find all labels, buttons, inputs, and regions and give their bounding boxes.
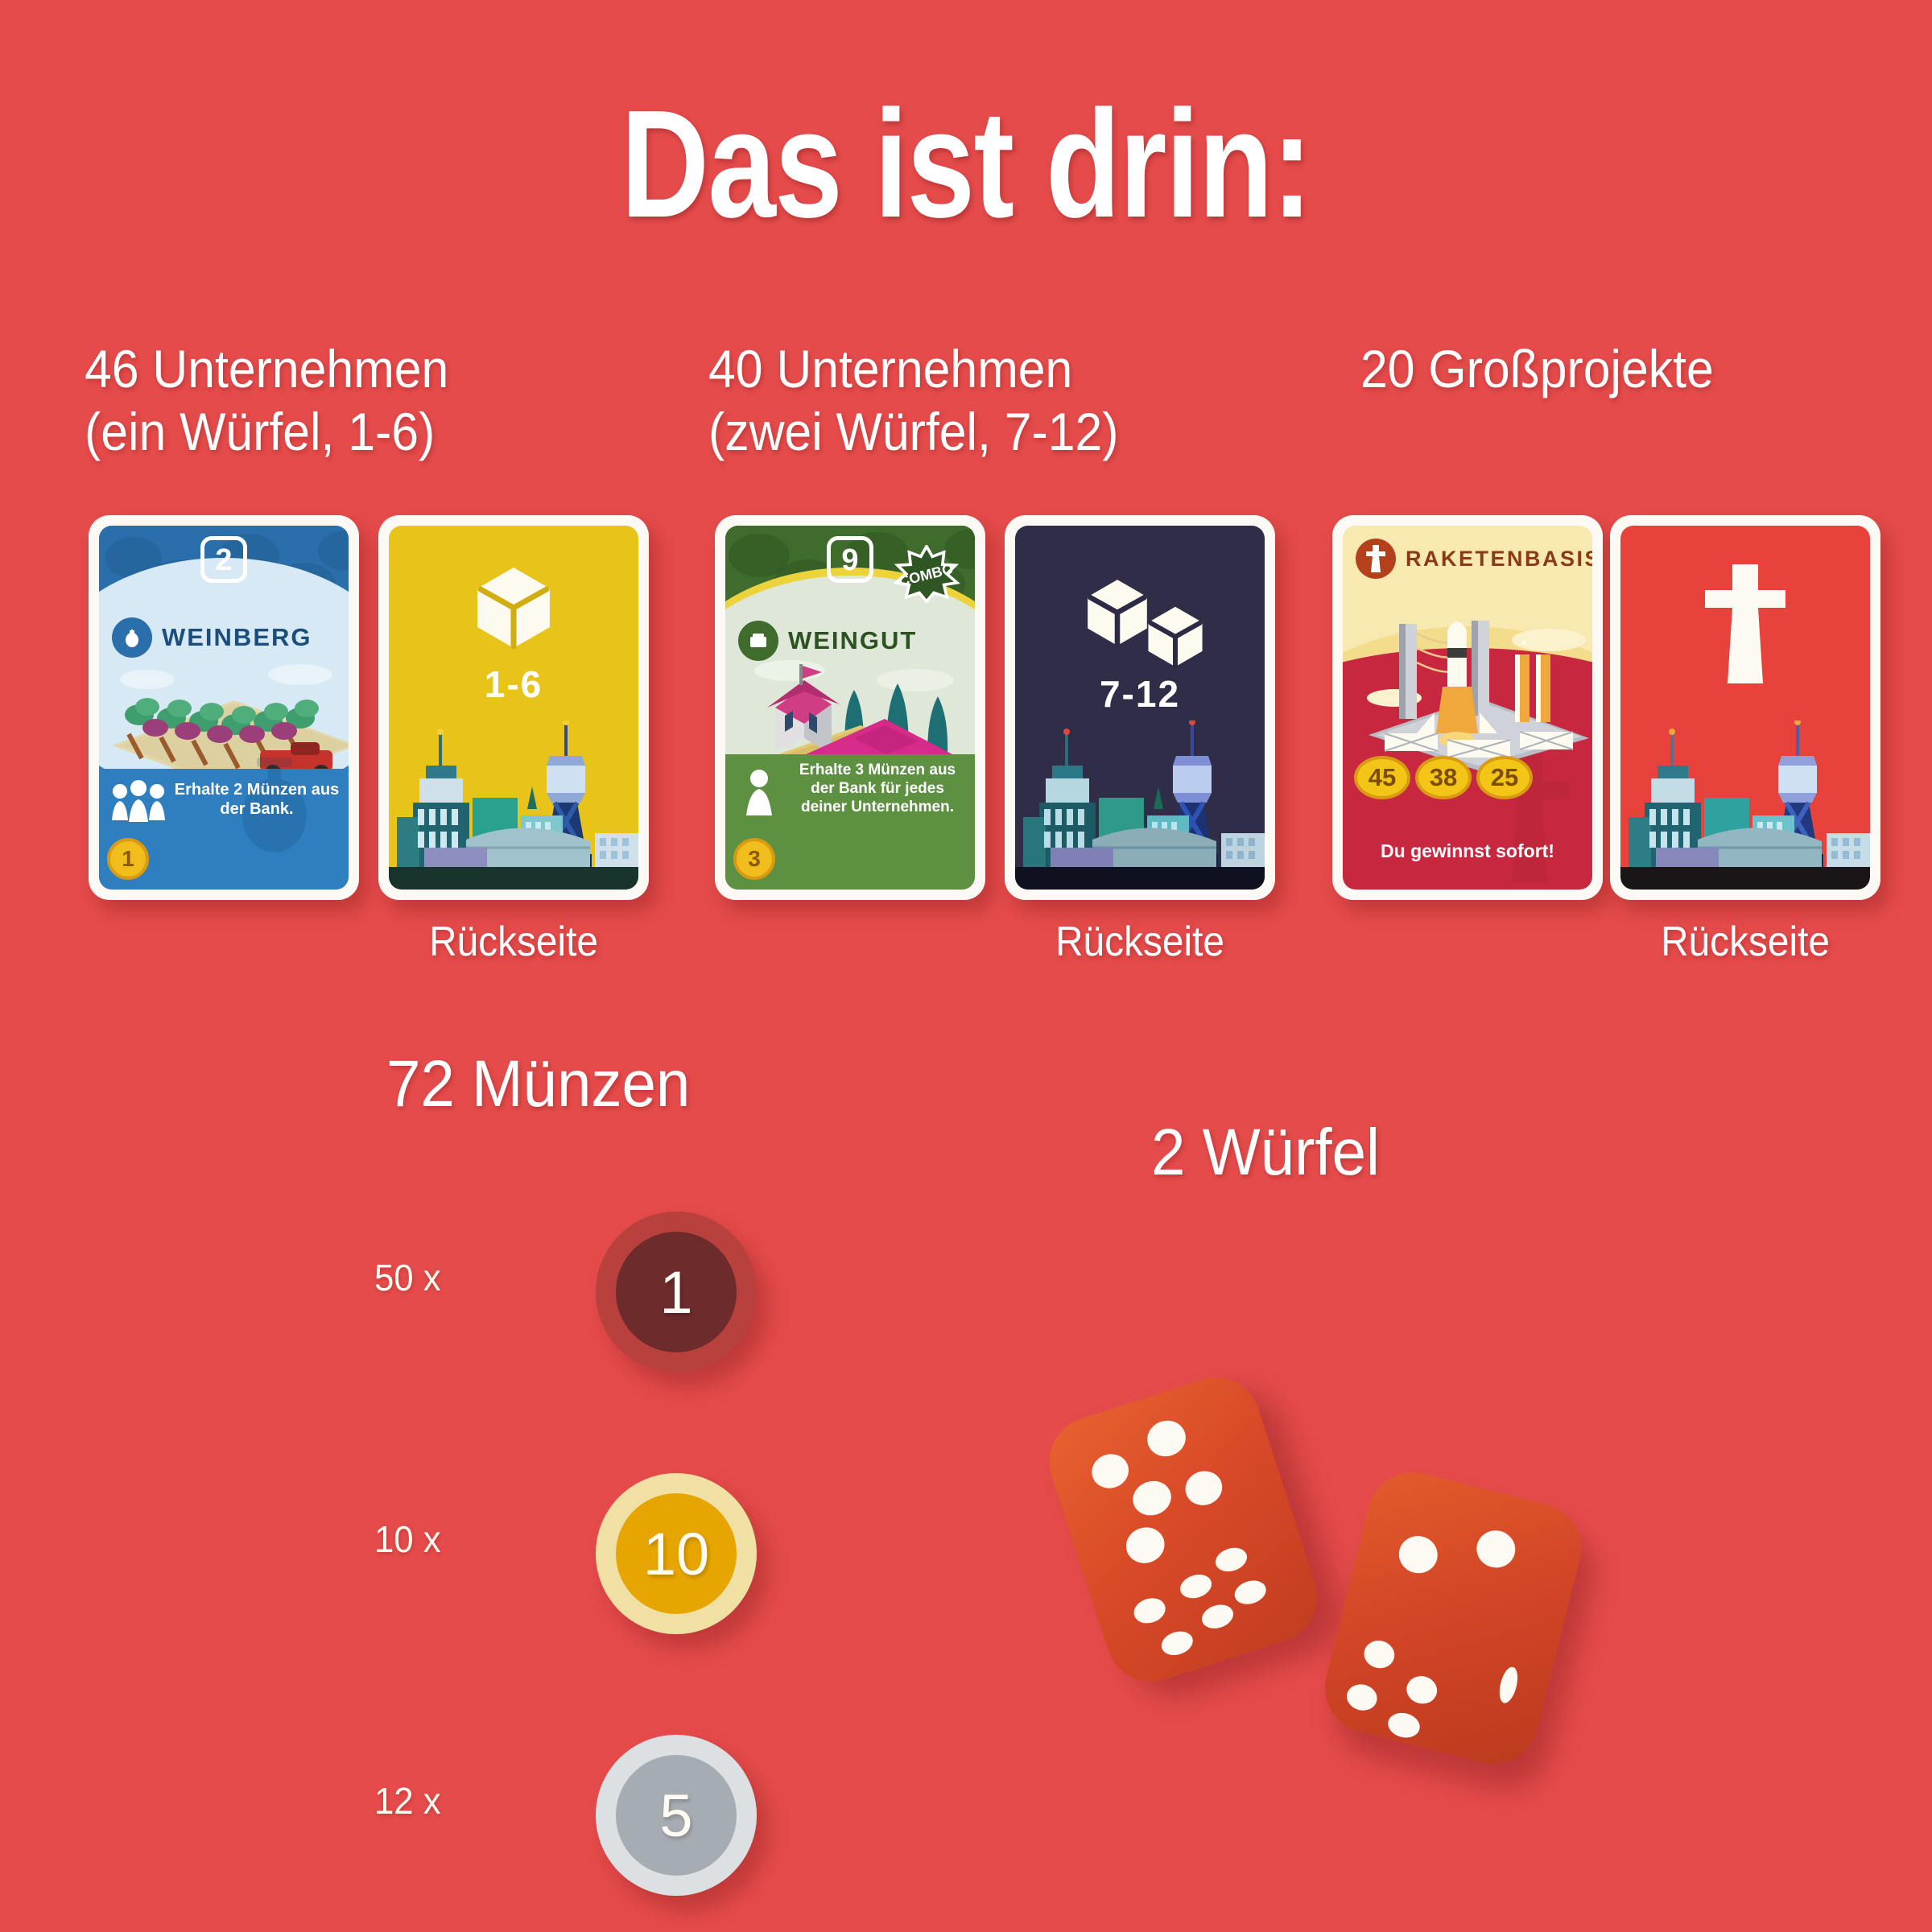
card-weingut[interactable]: 9 COMBO WEINGUT — [715, 515, 985, 900]
combo-badge: COMBO — [890, 543, 964, 605]
column-heading-2: 40 Unternehmen (zwei Würfel, 7-12) — [708, 338, 1118, 464]
factory-icon — [738, 621, 778, 661]
coin-1: 1 — [596, 1212, 757, 1373]
tower-icon — [1356, 539, 1396, 579]
three-meeples-icon — [112, 780, 165, 822]
card-weingut-description: Erhalte 3 Münzen aus der Bank für jedes … — [799, 762, 956, 816]
card-weinberg-description: Erhalte 2 Münzen aus der Bank. — [174, 781, 340, 819]
column-heading-1: 46 Unternehmen (ein Würfel, 1-6) — [85, 338, 448, 464]
die-1 — [1038, 1365, 1329, 1694]
skyline-graphic — [1015, 719, 1265, 890]
die-2 — [1315, 1463, 1591, 1773]
card-back-grossprojekt-face — [1620, 526, 1870, 890]
card-back-7-12[interactable]: 7-12 — [1005, 515, 1275, 900]
page-title: Das ist drin: — [621, 79, 1312, 250]
card-raketenbasis-header: RAKETENBASIS — [1356, 539, 1592, 579]
skyline-graphic — [1620, 719, 1870, 890]
card-weingut-face: 9 COMBO WEINGUT — [725, 526, 975, 890]
coin-10-value: 10 — [642, 1520, 710, 1587]
card-raketenbasis-name: RAKETENBASIS — [1406, 546, 1592, 571]
dice-section-title: 2 Würfel — [1151, 1116, 1380, 1189]
column-heading-3: 20 Großprojekte — [1360, 338, 1714, 401]
card-title-row: WEINGUT — [738, 616, 967, 666]
card-number-badge: 2 — [200, 536, 247, 583]
card-back-7-12-label: Rückseite — [1055, 919, 1225, 965]
column-heading-1-line1: 46 Unternehmen — [85, 339, 449, 398]
wheat-ghost-icon — [242, 758, 307, 852]
score-badge: 38 — [1415, 756, 1472, 799]
coin-5-value: 5 — [659, 1781, 693, 1849]
coin-5: 5 — [596, 1735, 757, 1896]
card-weinberg-cost: 1 — [107, 838, 149, 880]
coin-count-10: 10 x — [374, 1518, 441, 1560]
card-back-1-6-range: 1-6 — [484, 663, 543, 705]
score-badge: 45 — [1354, 756, 1410, 799]
card-raketenbasis[interactable]: RAKETENBASIS — [1332, 515, 1603, 900]
column-heading-3-line1: 20 Großprojekte — [1360, 339, 1714, 398]
card-back-7-12-face: 7-12 — [1015, 526, 1265, 890]
double-die-icon — [1088, 580, 1147, 647]
card-back-1-6-face: 1-6 — [389, 526, 638, 890]
coins-section-title: 72 Münzen — [386, 1047, 691, 1121]
single-die-icon — [477, 568, 550, 650]
meeple-icon — [746, 770, 772, 815]
card-back-1-6-label: Rückseite — [428, 919, 599, 965]
column-heading-2-line1: 40 Unternehmen — [708, 339, 1073, 398]
card-raketenbasis-face: RAKETENBASIS — [1343, 526, 1592, 890]
card-weinberg-name: WEINBERG — [162, 623, 312, 651]
coin-10: 10 — [596, 1473, 757, 1634]
card-weinberg-face: 2 WEINBERG — [99, 526, 349, 890]
card-title-row: WEINBERG — [112, 613, 341, 663]
card-raketenbasis-win-text: Du gewinnst sofort! — [1381, 840, 1554, 861]
wheat-icon — [112, 617, 152, 658]
coin-count-1: 50 x — [374, 1257, 441, 1298]
card-back-1-6[interactable]: 1-6 — [378, 515, 649, 900]
skyline-graphic — [389, 719, 638, 890]
card-weinberg-artwork — [99, 658, 349, 803]
coin-count-5: 12 x — [374, 1780, 441, 1822]
column-heading-1-line2: (ein Würfel, 1-6) — [85, 401, 436, 461]
card-weinberg[interactable]: 2 WEINBERG — [89, 515, 359, 900]
card-number-badge: 9 — [827, 536, 873, 583]
card-back-grossprojekt-label: Rückseite — [1660, 919, 1831, 965]
card-weinberg-footer: Erhalte 2 Münzen aus der Bank. 1 — [99, 758, 349, 890]
card-weingut-name: WEINGUT — [788, 626, 918, 654]
tower-icon — [1705, 564, 1785, 683]
card-back-7-12-range: 7-12 — [1099, 673, 1181, 715]
coin-1-value: 1 — [659, 1258, 693, 1326]
card-weingut-footer: Erhalte 3 Münzen aus der Bank für jedes … — [725, 754, 975, 890]
column-heading-2-line2: (zwei Würfel, 7-12) — [708, 401, 1119, 461]
card-raketenbasis-artwork — [1367, 621, 1589, 770]
card-weingut-cost: 3 — [733, 838, 775, 880]
card-raketenbasis-scores: 45 38 25 — [1354, 756, 1533, 799]
score-badge: 25 — [1476, 756, 1533, 799]
card-back-grossprojekt[interactable] — [1610, 515, 1880, 900]
